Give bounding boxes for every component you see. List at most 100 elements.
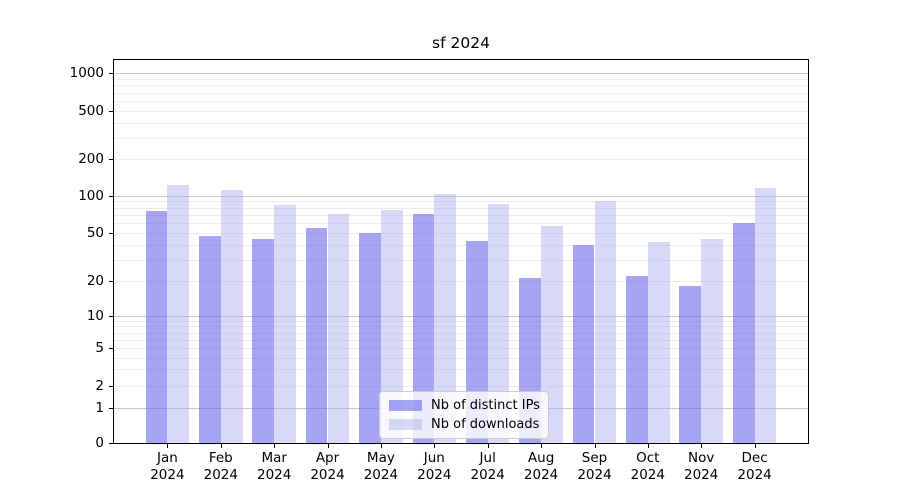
grid-line-minor [114, 332, 808, 334]
y-tick-label: 2 [95, 378, 104, 394]
grid-line-minor [114, 111, 808, 112]
bar-distinct-ips [199, 236, 221, 443]
bar-distinct-ips [359, 232, 381, 443]
x-tick-label: Apr 2024 [283, 450, 373, 483]
grid-line-minor [114, 214, 808, 216]
bar-distinct-ips [732, 223, 755, 443]
bar-distinct-ips [626, 276, 648, 443]
y-tick-mark [109, 386, 113, 387]
x-tick-label-year: 2024 [523, 466, 559, 483]
x-tick-label: Mar 2024 [229, 450, 319, 483]
x-tick-mark [220, 444, 222, 448]
grid-line-minor [114, 85, 808, 87]
grid-line-minor [114, 223, 808, 224]
x-tick-label: Jul 2024 [443, 450, 533, 483]
y-tick-mark [109, 443, 113, 444]
y-tick-label: 1 [95, 400, 104, 417]
grid-line-minor [114, 339, 808, 341]
legend-label: Nb of downloads [431, 417, 540, 432]
grid-line-major [114, 315, 808, 317]
x-tick-label-year: 2024 [150, 466, 185, 483]
y-tick-mark [109, 111, 113, 112]
grid-line-minor [114, 259, 808, 261]
x-tick-label: Aug 2024 [496, 450, 586, 483]
legend-label: Nb of distinct IPs [431, 398, 540, 413]
x-tick-label-year: 2024 [470, 466, 505, 483]
grid-line-minor [114, 137, 808, 139]
bar-distinct-ips [572, 244, 595, 443]
grid-line-minor [114, 158, 808, 160]
grid-line-minor [114, 348, 808, 350]
grid-line-minor [114, 101, 808, 103]
grid-line-minor [114, 386, 808, 387]
x-tick-label-month: Apr [315, 450, 340, 466]
bar-downloads [701, 239, 723, 443]
y-tick-mark [109, 158, 113, 160]
x-tick-mark [380, 444, 382, 448]
y-tick-label: 5 [95, 340, 104, 357]
bar-downloads [647, 241, 670, 443]
x-tick-label: Dec 2024 [710, 450, 800, 483]
x-tick-label-year: 2024 [737, 466, 772, 483]
grid-line-minor [114, 122, 808, 124]
grid-line-minor [114, 320, 808, 322]
x-tick-label: Jan 2024 [122, 450, 212, 483]
x-tick-label-month: Nov [688, 450, 715, 466]
x-tick-label-month: Jan [156, 450, 178, 466]
bar-distinct-ips [679, 286, 702, 443]
x-tick-label-month: Jul [479, 450, 496, 466]
x-tick-mark [594, 444, 596, 448]
x-tick-mark [167, 444, 169, 448]
x-tick-label-month: Aug [527, 450, 555, 466]
x-tick-label: Oct 2024 [603, 450, 693, 483]
grid-line-minor [114, 201, 808, 203]
x-tick-label: Feb 2024 [176, 450, 266, 483]
grid-line-minor [114, 357, 808, 359]
x-tick-label-year: 2024 [363, 466, 399, 483]
y-tick-mark [109, 348, 113, 350]
x-tick-label-month: Mar [261, 450, 287, 466]
x-tick-label-year: 2024 [310, 466, 345, 483]
grid-line-minor [114, 281, 808, 282]
legend-swatch-distinct-ips [389, 400, 422, 411]
x-tick-mark [647, 444, 649, 448]
y-tick-mark [109, 232, 113, 234]
x-tick-mark [487, 444, 489, 448]
y-tick-mark [109, 195, 113, 197]
grid-line-major [114, 73, 808, 75]
y-tick-mark [109, 315, 113, 317]
x-tick-label-month: Oct [636, 450, 660, 466]
x-tick-label-year: 2024 [630, 466, 665, 483]
bar-downloads [274, 205, 296, 443]
x-tick-mark [327, 444, 329, 448]
x-tick-label-year: 2024 [257, 466, 292, 483]
bar-distinct-ips [412, 214, 435, 443]
bar-distinct-ips [305, 227, 328, 443]
chart-title: sf 2024 [432, 34, 490, 52]
bar-downloads [167, 185, 190, 443]
grid-line-minor [114, 232, 808, 234]
legend-row: Nb of downloads [389, 417, 539, 432]
y-tick-mark [109, 281, 113, 282]
y-tick-label: 200 [78, 150, 104, 167]
bar-downloads [380, 210, 403, 443]
y-tick-label: 20 [86, 273, 104, 289]
x-tick-label-year: 2024 [203, 466, 238, 483]
x-tick-label: May 2024 [336, 450, 426, 483]
x-tick-label-month: Jun [423, 450, 445, 466]
bar-downloads [541, 225, 563, 443]
plot-area [113, 59, 809, 444]
x-tick-label: Jun 2024 [389, 450, 479, 483]
y-tick-label: 1000 [69, 65, 104, 82]
x-tick-label: Sep 2024 [550, 450, 640, 483]
bar-distinct-ips [145, 211, 168, 443]
y-tick-mark [109, 73, 113, 75]
x-tick-mark [754, 444, 756, 448]
bar-downloads [434, 193, 457, 443]
grid-line-minor [114, 244, 808, 246]
legend: Nb of distinct IPs Nb of downloads [379, 391, 549, 439]
y-tick-mark [109, 408, 113, 410]
y-tick-label: 0 [95, 435, 104, 451]
grid-line-minor [114, 92, 808, 94]
